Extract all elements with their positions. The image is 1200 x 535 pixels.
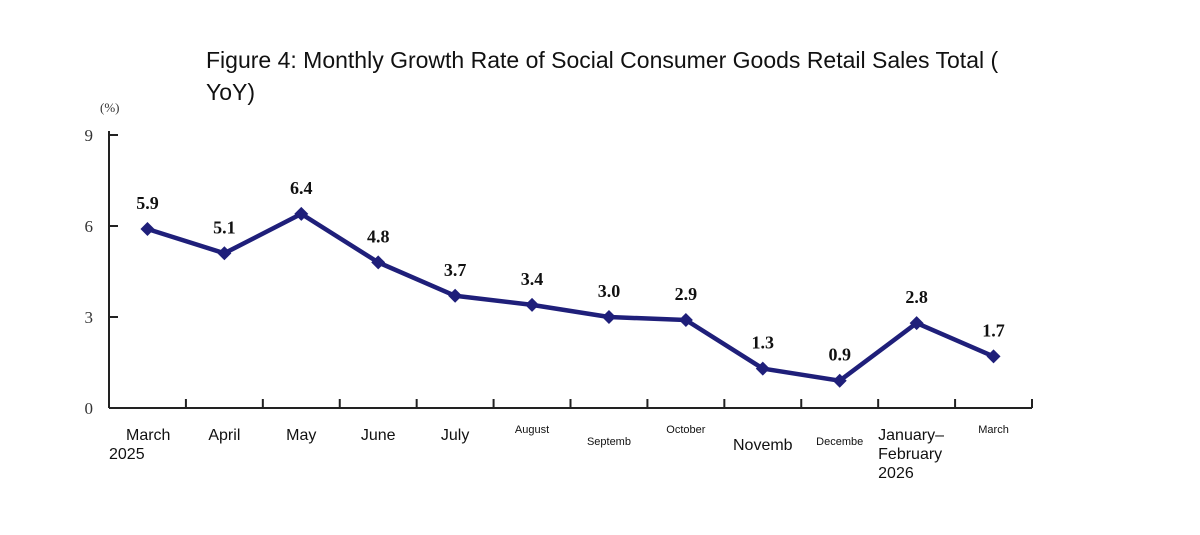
- data-label: 2.9: [675, 284, 698, 304]
- data-label: 3.0: [598, 281, 621, 301]
- data-point: [755, 361, 770, 376]
- data-label: 3.4: [521, 269, 544, 289]
- data-label: 6.4: [290, 178, 313, 198]
- data-point: [601, 310, 616, 324]
- data-label: 0.9: [828, 345, 851, 365]
- data-point: [294, 206, 309, 221]
- data-point: [371, 255, 386, 270]
- x-tick-label: Septemb: [587, 436, 631, 448]
- data-point: [525, 297, 540, 312]
- data-label: 2.8: [905, 287, 928, 307]
- data-label: 4.8: [367, 226, 390, 246]
- data-label: 1.3: [752, 333, 775, 353]
- data-label: 1.7: [982, 320, 1005, 340]
- series-line: [146, 211, 995, 383]
- data-label: 5.9: [136, 193, 159, 213]
- x-tick-label: July: [441, 427, 469, 444]
- y-tick-label: 0: [85, 399, 94, 418]
- y-tick-label: 3: [85, 308, 94, 327]
- x-tick-label: May: [286, 427, 316, 444]
- chart-title: Figure 4: Monthly Growth Rate of Social …: [206, 47, 999, 105]
- data-point: [986, 349, 1001, 364]
- data-point: [140, 222, 155, 237]
- x-tick-label: October: [666, 424, 705, 436]
- y-tick-label: 6: [85, 217, 94, 236]
- data-point: [448, 288, 463, 303]
- data-point: [909, 316, 924, 331]
- x-tick-label: Decembe: [816, 436, 863, 448]
- y-tick-label: 9: [85, 126, 94, 145]
- x-tick-label: Novemb: [733, 437, 793, 454]
- x-tick-label: January– February 2026: [878, 427, 944, 482]
- data-label: 5.1: [213, 217, 236, 237]
- x-tick-label: June: [361, 427, 396, 444]
- data-point: [678, 313, 693, 328]
- x-tick-label: August: [515, 424, 549, 436]
- data-point: [832, 373, 847, 388]
- x-tick-label: March 2025: [109, 427, 170, 463]
- data-point: [217, 246, 232, 261]
- y-axis-unit: (%): [100, 100, 120, 115]
- data-label: 3.7: [444, 260, 467, 280]
- x-tick-label: March: [978, 424, 1009, 436]
- x-tick-label: April: [208, 427, 240, 444]
